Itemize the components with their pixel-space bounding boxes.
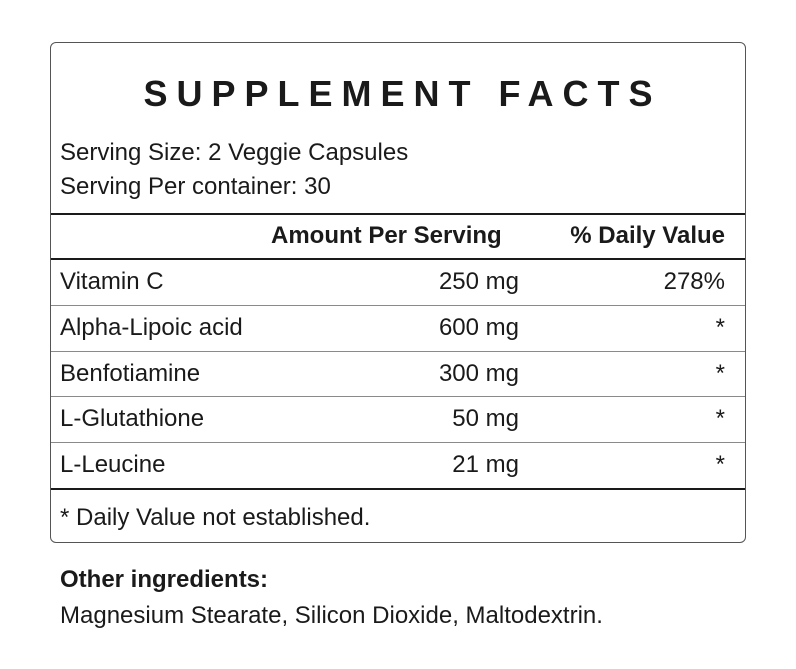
nutrient-amount: 600 mg — [438, 314, 519, 341]
nutrient-row: Vitamin C 250 mg 278% — [51, 260, 745, 305]
header-amount-per-serving: Amount Per Serving — [271, 222, 502, 249]
nutrient-row: Alpha-Lipoic acid 600 mg * — [51, 306, 745, 351]
serving-size: Serving Size: 2 Veggie Capsules — [60, 139, 409, 166]
panel-title: SUPPLEMENT FACTS — [143, 73, 662, 114]
nutrient-daily-value: * — [715, 451, 725, 478]
supplement-facts-panel: SUPPLEMENT FACTS Serving Size: 2 Veggie … — [50, 42, 746, 543]
nutrient-amount: 50 mg — [452, 405, 519, 432]
nutrient-name: L-Leucine — [60, 451, 166, 478]
other-ingredients-text: Magnesium Stearate, Silicon Dioxide, Mal… — [60, 602, 603, 629]
nutrient-name: Alpha-Lipoic acid — [60, 314, 243, 341]
other-ingredients-heading: Other ingredients: — [60, 566, 269, 593]
nutrient-daily-value: * — [715, 314, 725, 341]
nutrient-amount: 250 mg — [438, 268, 519, 295]
header-daily-value: % Daily Value — [570, 222, 725, 249]
servings-per-container: Serving Per container: 30 — [60, 173, 331, 200]
nutrient-amount: 21 mg — [452, 451, 519, 478]
nutrient-row: L-Glutathione 50 mg * — [51, 397, 745, 442]
row-divider — [51, 442, 745, 443]
row-divider — [51, 351, 745, 352]
divider-thick-bottom — [51, 488, 745, 490]
nutrient-name: Vitamin C — [60, 268, 164, 295]
nutrient-daily-value: 278% — [663, 268, 725, 295]
divider-thick-top — [51, 213, 745, 215]
nutrient-daily-value: * — [715, 405, 725, 432]
nutrient-amount: 300 mg — [438, 360, 519, 387]
footnote: * Daily Value not established. — [60, 504, 371, 531]
nutrient-name: Benfotiamine — [60, 360, 201, 387]
divider-thick-header — [51, 258, 745, 260]
nutrient-row: L-Leucine 21 mg * — [51, 443, 745, 488]
nutrient-daily-value: * — [715, 360, 725, 387]
row-divider — [51, 396, 745, 397]
nutrient-name: L-Glutathione — [60, 405, 205, 432]
row-divider — [51, 305, 745, 306]
nutrient-row: Benfotiamine 300 mg * — [51, 352, 745, 397]
